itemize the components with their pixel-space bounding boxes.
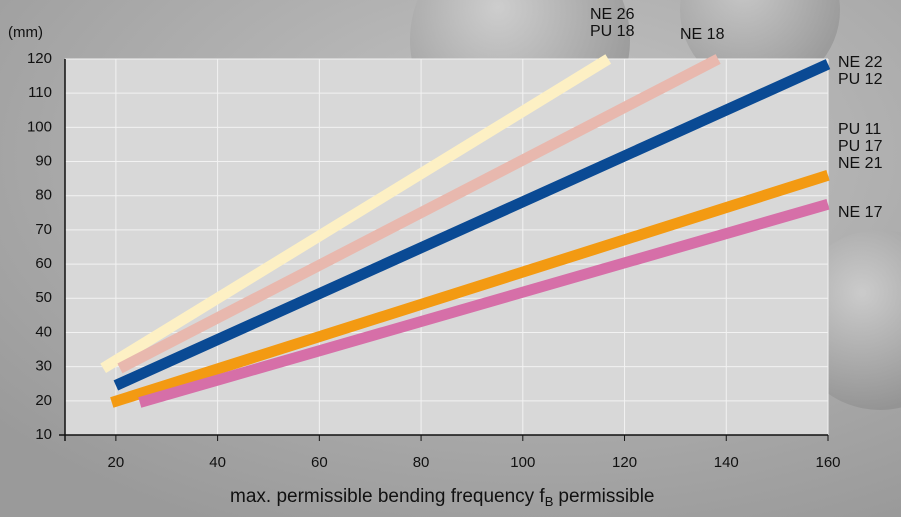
- x-tick-label: 100: [510, 454, 535, 471]
- x-label-main: max. permissible bending frequency f: [230, 486, 545, 507]
- series-line: [110, 169, 830, 408]
- series-line: [113, 59, 831, 391]
- x-tick-label: 40: [209, 454, 226, 471]
- y-tick-label: 20: [35, 392, 52, 409]
- x-axis-label: max. permissible bending frequency fB per…: [230, 486, 654, 509]
- series-label: NE 17: [838, 204, 883, 221]
- series-label: PU 11: [838, 121, 881, 138]
- y-tick-label: 70: [35, 221, 52, 238]
- y-tick-label: 120: [27, 50, 52, 67]
- x-tick-label: 20: [108, 454, 125, 471]
- series-label: PU 18: [590, 23, 635, 40]
- y-axis-label: (mm): [8, 24, 43, 41]
- series-line: [100, 54, 612, 374]
- series-label: NE 18: [680, 26, 725, 43]
- series-label: NE 21: [838, 155, 883, 172]
- series-label: PU 12: [838, 71, 883, 88]
- y-tick-label: 30: [35, 358, 52, 375]
- x-label-sub: B: [545, 494, 554, 509]
- x-tick-label: 120: [612, 454, 637, 471]
- y-tick-label: 50: [35, 289, 52, 306]
- x-tick-label: 140: [714, 454, 739, 471]
- series-label: NE 26: [590, 6, 635, 23]
- x-tick-label: 60: [311, 454, 328, 471]
- series-label: PU 17: [838, 138, 883, 155]
- y-tick-label: 10: [35, 426, 52, 443]
- y-tick-label: 100: [27, 118, 52, 135]
- x-tick-label: 80: [413, 454, 430, 471]
- x-tick-label: 160: [815, 454, 840, 471]
- series-line: [138, 198, 830, 408]
- y-tick-label: 80: [35, 187, 52, 204]
- series-line: [117, 54, 721, 374]
- series-label: NE 22: [838, 54, 883, 71]
- y-tick-label: 110: [28, 84, 52, 101]
- y-tick-label: 60: [35, 255, 52, 272]
- y-tick-label: 90: [35, 153, 52, 170]
- y-tick-label: 40: [35, 323, 52, 340]
- x-label-suffix: permissible: [558, 486, 654, 507]
